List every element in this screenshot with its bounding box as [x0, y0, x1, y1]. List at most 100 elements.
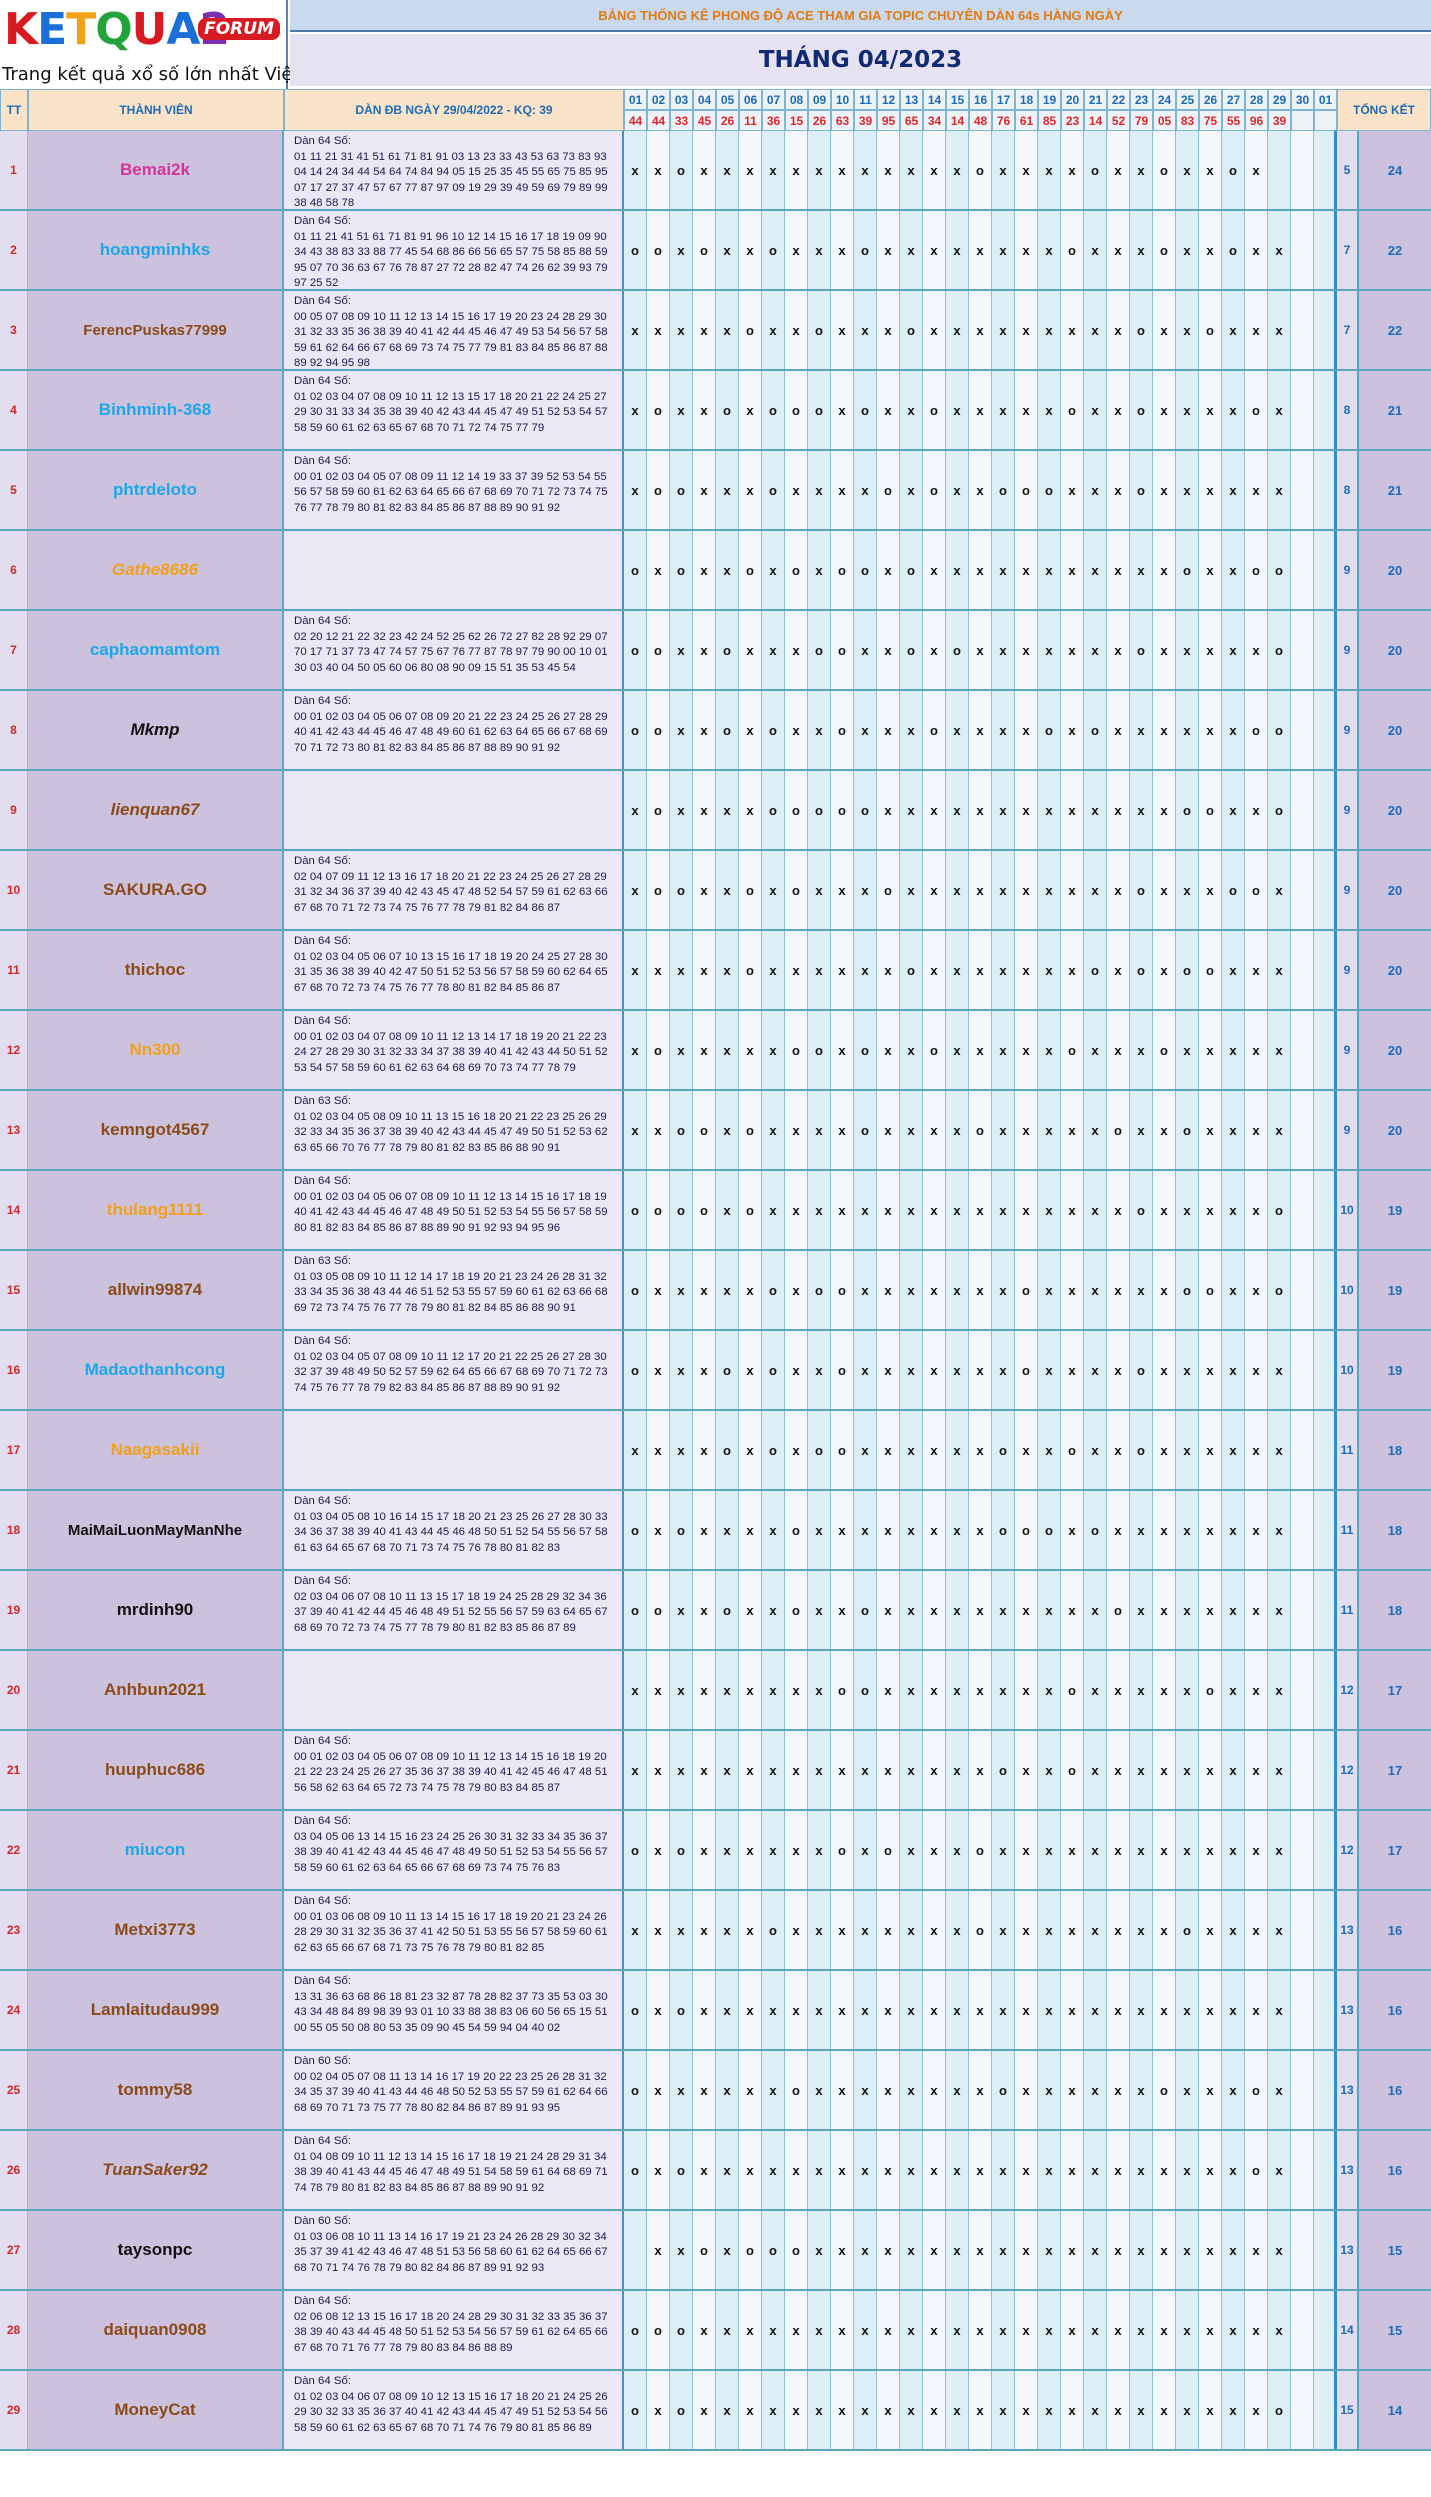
member-name[interactable]: miucon [28, 1811, 284, 1889]
column-divider [1334, 1171, 1337, 1249]
member-name[interactable]: Bemai2k [28, 131, 284, 209]
day-mark: o [647, 1571, 670, 1649]
column-divider [1357, 2131, 1359, 2209]
day-mark: x [1061, 1251, 1084, 1329]
day-header: 29 [1268, 89, 1291, 110]
day-mark: x [1268, 211, 1291, 289]
day-mark: x [785, 1811, 808, 1889]
column-divider [1357, 371, 1359, 449]
day-mark: x [1084, 2291, 1107, 2369]
day-header: 15 [946, 89, 969, 110]
member-name[interactable]: Nn300 [28, 1011, 284, 1089]
member-name[interactable]: lienquan67 [28, 771, 284, 849]
member-name[interactable]: phtrdeloto [28, 451, 284, 529]
member-name[interactable]: Metxi3773 [28, 1891, 284, 1969]
wins-count: 11 [1337, 1491, 1357, 1569]
day-mark: o [854, 371, 877, 449]
wins-count: 13 [1337, 2051, 1357, 2129]
member-name[interactable]: Lamlaitudau999 [28, 1971, 284, 2049]
dan-title: Dàn 64 Số: [294, 375, 351, 387]
day-mark: o [1176, 531, 1199, 609]
day-mark [1291, 1651, 1314, 1729]
member-name[interactable]: taysonpc [28, 2211, 284, 2289]
day-mark: x [1245, 2371, 1268, 2449]
member-name[interactable]: caphaomamtom [28, 611, 284, 689]
day-mark: x [1038, 611, 1061, 689]
day-mark: x [739, 451, 762, 529]
day-mark: x [1222, 2211, 1245, 2289]
wins-count: 10 [1337, 1331, 1357, 1409]
member-name[interactable]: MaiMaiLuonMayManNhe [28, 1491, 284, 1569]
day-mark: x [670, 2211, 693, 2289]
day-mark: x [762, 1971, 785, 2049]
day-mark: o [992, 451, 1015, 529]
member-name[interactable]: kemngot4567 [28, 1091, 284, 1169]
day-mark: x [762, 931, 785, 1009]
day-mark: o [762, 1251, 785, 1329]
day-mark: x [1061, 1491, 1084, 1569]
member-name[interactable]: allwin99874 [28, 1251, 284, 1329]
day-mark: x [854, 1971, 877, 2049]
column-divider [1334, 1331, 1337, 1409]
member-name[interactable]: Anhbun2021 [28, 1651, 284, 1729]
day-mark: x [946, 1731, 969, 1809]
day-mark: x [1084, 2131, 1107, 2209]
day-mark: o [1015, 1331, 1038, 1409]
member-name[interactable]: Madaothanhcong [28, 1331, 284, 1409]
day-mark: x [716, 1491, 739, 1569]
row-number: 25 [0, 2051, 28, 2129]
day-mark: x [716, 291, 739, 369]
member-name[interactable]: Mkmp [28, 691, 284, 769]
day-mark [1291, 451, 1314, 529]
member-name[interactable]: huuphuc686 [28, 1731, 284, 1809]
day-mark: o [1130, 371, 1153, 449]
day-mark: x [946, 2211, 969, 2289]
day-mark: o [670, 2131, 693, 2209]
member-name[interactable]: hoangminhks [28, 211, 284, 289]
member-name[interactable]: SAKURA.GO [28, 851, 284, 929]
wins-count: 9 [1337, 531, 1357, 609]
member-name[interactable]: mrdinh90 [28, 1571, 284, 1649]
day-mark: x [900, 1171, 923, 1249]
day-mark: x [923, 131, 946, 209]
day-mark: x [647, 291, 670, 369]
day-mark: x [716, 211, 739, 289]
total-score: 22 [1359, 211, 1431, 289]
dan-numbers: 02 06 08 12 13 15 16 17 18 20 24 28 29 3… [294, 2310, 608, 2354]
day-mark [1291, 1331, 1314, 1409]
total-score: 16 [1359, 2131, 1431, 2209]
column-divider [1334, 291, 1337, 369]
day-mark: o [1268, 1251, 1291, 1329]
day-mark: x [1107, 1731, 1130, 1809]
day-mark: x [716, 1011, 739, 1089]
day-mark: o [992, 1491, 1015, 1569]
day-mark: x [1245, 1171, 1268, 1249]
day-mark: x [647, 2131, 670, 2209]
day-mark: x [1015, 1571, 1038, 1649]
member-name[interactable]: FerencPuskas77999 [28, 291, 284, 369]
member-name[interactable]: thichoc [28, 931, 284, 1009]
day-mark: x [854, 2371, 877, 2449]
member-name[interactable]: MoneyCat [28, 2371, 284, 2449]
day-mark: o [831, 611, 854, 689]
day-mark [1291, 771, 1314, 849]
member-name[interactable]: Binhminh-368 [28, 371, 284, 449]
table-row: 12 Nn300 Dàn 64 Số: 00 01 02 03 04 07 08 09… [0, 1011, 1431, 1091]
member-name[interactable]: thulang1111 [28, 1171, 284, 1249]
member-name[interactable]: Gathe8686 [28, 531, 284, 609]
member-name[interactable]: tommy58 [28, 2051, 284, 2129]
day-mark: x [923, 2131, 946, 2209]
day-mark: x [1038, 2371, 1061, 2449]
member-name[interactable]: daiquan0908 [28, 2291, 284, 2369]
day-mark: x [785, 1091, 808, 1169]
dan-title: Dàn 64 Số: [294, 1975, 351, 1987]
day-result: 96 [1245, 110, 1268, 131]
day-mark: x [693, 1411, 716, 1489]
day-mark: x [1153, 1891, 1176, 1969]
day-mark: x [946, 531, 969, 609]
member-name[interactable]: TuanSaker92 [28, 2131, 284, 2209]
site-logo[interactable]: KETQUA2 FORUM Trang kết quả xổ số lớn nh… [0, 0, 347, 89]
member-name[interactable]: Naagasakii [28, 1411, 284, 1489]
day-mark: o [762, 691, 785, 769]
dan-title: Dàn 64 Số: [294, 455, 351, 467]
